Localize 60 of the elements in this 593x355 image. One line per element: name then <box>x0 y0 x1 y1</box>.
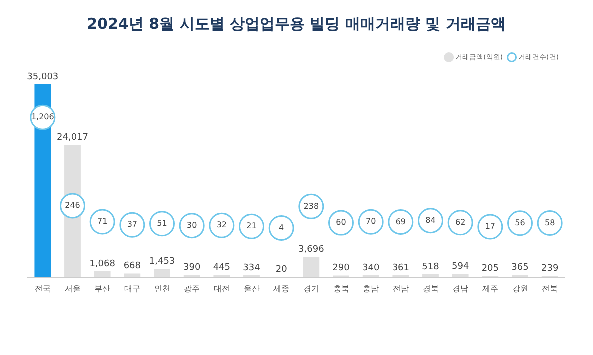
data-label: 51 <box>157 218 168 228</box>
chart-title: 2024년 8월 시도별 상업업무용 빌딩 매매거래량 및 거래금액 <box>87 14 506 33</box>
x-tick-label: 전북 <box>542 284 558 294</box>
data-label: 340 <box>362 263 380 274</box>
x-tick-label: 울산 <box>244 284 260 294</box>
data-label: 445 <box>213 262 231 273</box>
data-label: 37 <box>127 220 138 230</box>
data-label: 17 <box>485 222 496 232</box>
x-tick-label: 전국 <box>34 284 51 294</box>
x-tick-label: 인천 <box>154 284 170 294</box>
bar <box>124 274 141 278</box>
data-label: 20 <box>276 265 288 276</box>
data-label: 70 <box>366 217 376 226</box>
x-tick-label: 경북 <box>422 284 439 294</box>
data-label: 1,206 <box>31 112 54 122</box>
data-label: 30 <box>186 220 198 230</box>
data-label: 594 <box>452 262 470 272</box>
x-tick-label: 충남 <box>363 284 380 294</box>
data-label: 84 <box>426 216 436 225</box>
x-tick-label: 대전 <box>214 284 230 294</box>
x-tick-label: 경남 <box>452 284 469 294</box>
data-label: 238 <box>304 202 320 211</box>
data-label: 71 <box>97 217 108 226</box>
data-label: 1,453 <box>149 257 176 268</box>
bar <box>154 269 170 278</box>
data-label: 3,696 <box>298 244 325 255</box>
data-label: 246 <box>65 201 80 210</box>
data-label: 365 <box>512 263 529 274</box>
x-tick-label: 충북 <box>333 284 350 294</box>
data-label: 32 <box>216 220 228 230</box>
x-tick-label: 광주 <box>184 284 200 294</box>
data-label: 668 <box>124 262 142 272</box>
data-label: 239 <box>541 264 559 274</box>
x-tick-label: 경기 <box>303 284 320 294</box>
data-label: 62 <box>455 218 466 227</box>
data-label: 56 <box>515 218 526 228</box>
data-label: 21 <box>246 222 257 231</box>
x-tick-label: 대구 <box>124 284 140 294</box>
x-tick-label: 제주 <box>482 284 498 294</box>
x-tick-label: 부산 <box>94 284 111 294</box>
data-label: 205 <box>482 264 500 274</box>
x-tick-label: 서울 <box>64 284 81 294</box>
data-label: 58 <box>544 218 556 228</box>
data-label: 1,068 <box>90 259 116 270</box>
data-label: 518 <box>422 262 440 272</box>
x-tick-label: 세종 <box>274 284 290 294</box>
bar <box>452 274 469 278</box>
x-tick-label: 강원 <box>512 284 528 294</box>
data-label: 390 <box>183 263 201 274</box>
data-label: 361 <box>392 263 410 274</box>
data-label: 4 <box>279 223 284 232</box>
x-tick-label: 전남 <box>392 284 409 294</box>
data-label: 24,017 <box>57 132 88 143</box>
data-label: 35,003 <box>27 72 59 82</box>
bar <box>94 272 111 278</box>
data-label: 290 <box>332 264 350 274</box>
data-label: 334 <box>243 263 261 274</box>
data-label: 60 <box>336 218 346 228</box>
bar <box>303 257 320 278</box>
data-label: 69 <box>396 217 406 226</box>
